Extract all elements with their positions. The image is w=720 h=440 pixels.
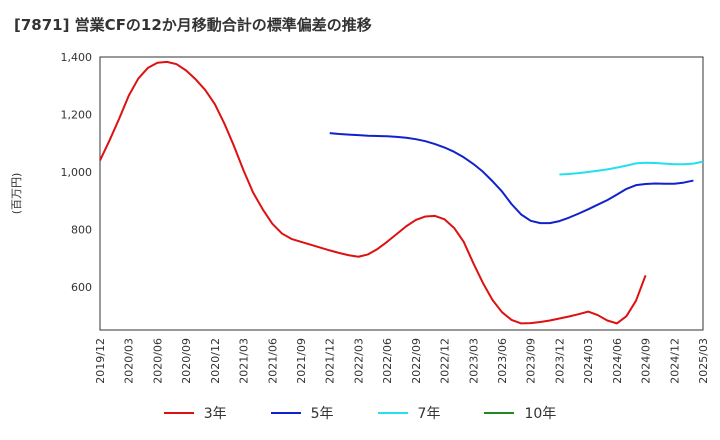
- legend-label: 5年: [310, 406, 334, 422]
- x-tick-label: 2024/06: [611, 338, 624, 384]
- x-tick-label: 2024/03: [582, 338, 595, 384]
- x-tick-label: 2021/09: [295, 338, 308, 384]
- x-tick-label: 2020/09: [180, 338, 193, 384]
- legend-swatch: [163, 412, 194, 414]
- legend-item: 10年: [484, 403, 556, 423]
- legend-swatch: [377, 412, 408, 414]
- y-tick-label: 1,200: [61, 108, 93, 121]
- y-tick-label: 600: [71, 281, 92, 294]
- legend-item: 3年: [163, 403, 227, 423]
- x-tick-label: 2022/09: [410, 338, 423, 384]
- x-tick-label: 2024/09: [640, 338, 653, 384]
- x-tick-label: 2023/03: [467, 338, 480, 384]
- x-tick-label: 2021/06: [266, 338, 279, 384]
- legend-swatch: [270, 412, 301, 414]
- legend-label: 10年: [524, 406, 557, 422]
- x-tick-label: 2024/12: [668, 338, 681, 384]
- x-tick-label: 2021/12: [324, 338, 337, 384]
- series-line-3年: [99, 60, 647, 325]
- x-tick-label: 2023/06: [496, 338, 509, 384]
- y-tick-label: 1,400: [61, 51, 93, 64]
- chart-title: [7871] 営業CFの12か月移動合計の標準偏差の推移: [14, 16, 372, 34]
- series-lines: [99, 60, 704, 325]
- y-tick-label: 1,000: [61, 166, 93, 179]
- x-tick-label: 2020/12: [209, 338, 222, 384]
- x-tick-label: 2025/03: [697, 338, 710, 384]
- x-tick-label: 2022/06: [381, 338, 394, 384]
- x-tick-label: 2020/03: [123, 338, 136, 384]
- series-line-5年: [329, 132, 694, 225]
- x-tick-label: 2021/03: [238, 338, 251, 384]
- legend-item: 7年: [377, 403, 441, 423]
- legend-label: 7年: [417, 406, 441, 422]
- x-tick-label: 2022/03: [352, 338, 365, 384]
- x-tick-label: 2019/12: [94, 338, 107, 384]
- x-tick-label: 2023/12: [553, 338, 566, 384]
- legend: 3年 5年 7年 10年: [0, 403, 720, 423]
- x-tick-label: 2020/06: [151, 338, 164, 384]
- series-line-7年: [559, 160, 704, 176]
- legend-item: 5年: [270, 403, 334, 423]
- plot-frame: [99, 56, 704, 331]
- x-tick-label: 2022/12: [439, 338, 452, 384]
- y-tick-label: 800: [71, 223, 92, 236]
- y-axis-label: (百万円): [10, 173, 23, 215]
- legend-swatch: [484, 412, 515, 414]
- axes: 2019/12 2020/03 2020/06 2020/09 2020/12 2021/…: [10, 51, 710, 384]
- legend-label: 3年: [203, 406, 227, 422]
- x-tick-label: 2023/09: [525, 338, 538, 384]
